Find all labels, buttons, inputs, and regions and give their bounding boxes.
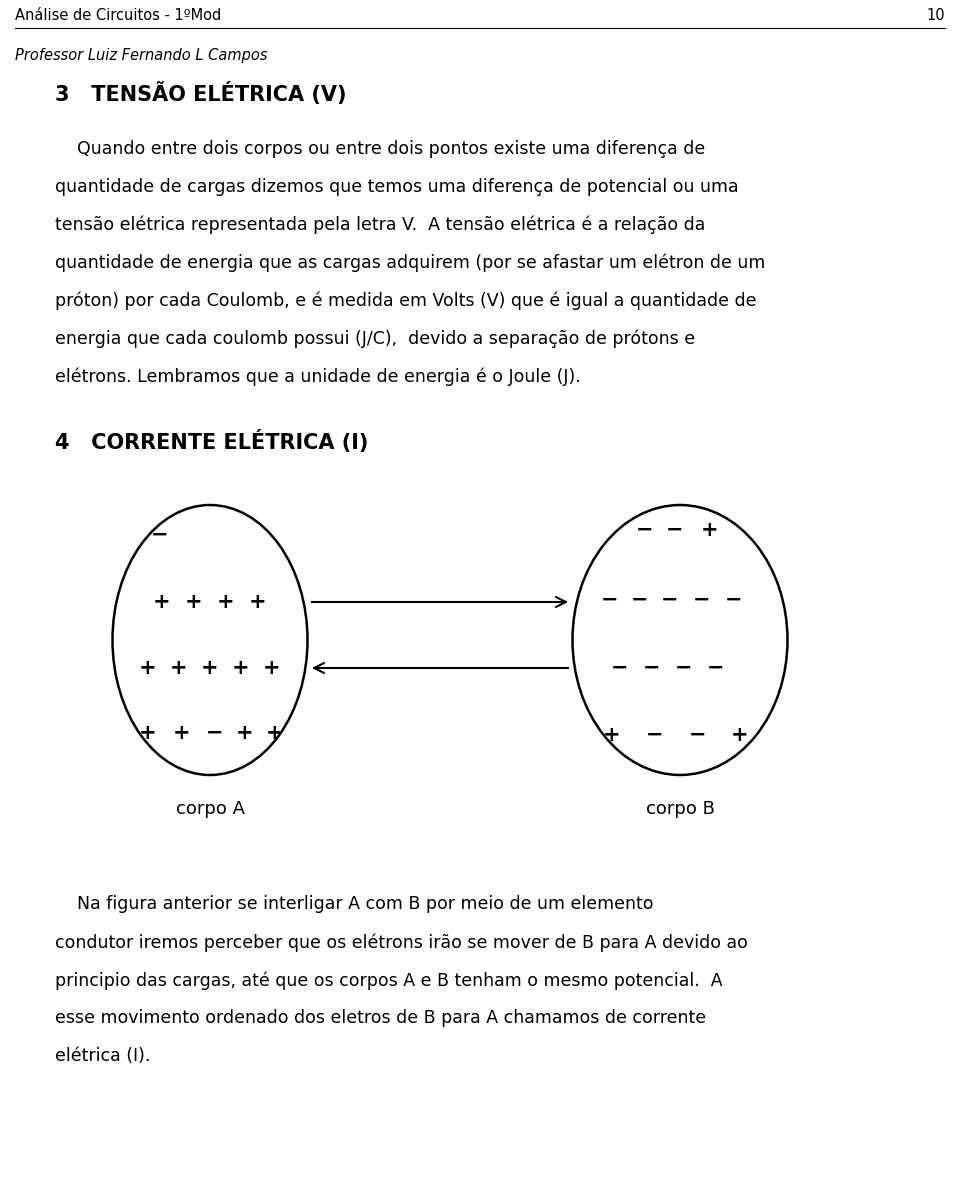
Text: +: + bbox=[139, 657, 156, 678]
Text: −: − bbox=[708, 657, 725, 678]
Text: principio das cargas, até que os corpos A e B tenham o mesmo potencial.  A: principio das cargas, até que os corpos … bbox=[55, 971, 723, 989]
Text: corpo B: corpo B bbox=[645, 801, 714, 819]
Text: +: + bbox=[732, 725, 749, 745]
Text: +: + bbox=[232, 657, 250, 678]
Text: −: − bbox=[725, 590, 743, 609]
Text: 3   TENSÃO ELÉTRICA (V): 3 TENSÃO ELÉTRICA (V) bbox=[55, 82, 347, 105]
Text: −: − bbox=[636, 520, 654, 540]
Text: +: + bbox=[202, 657, 219, 678]
Text: +: + bbox=[185, 593, 203, 612]
Text: +: + bbox=[154, 593, 171, 612]
Text: +: + bbox=[139, 722, 156, 743]
Text: +: + bbox=[263, 657, 281, 678]
Text: −: − bbox=[632, 590, 649, 609]
Text: +: + bbox=[173, 722, 191, 743]
Text: quantidade de cargas dizemos que temos uma diferença de potencial ou uma: quantidade de cargas dizemos que temos u… bbox=[55, 178, 738, 196]
Text: 4   CORRENTE ELÉTRICA (I): 4 CORRENTE ELÉTRICA (I) bbox=[55, 430, 369, 453]
Text: −: − bbox=[612, 657, 629, 678]
Text: quantidade de energia que as cargas adquirem (por se afastar um elétron de um: quantidade de energia que as cargas adqu… bbox=[55, 254, 765, 273]
Text: −: − bbox=[646, 725, 663, 745]
Text: esse movimento ordenado dos eletros de B para A chamamos de corrente: esse movimento ordenado dos eletros de B… bbox=[55, 1008, 707, 1027]
Text: −: − bbox=[689, 725, 707, 745]
Text: −: − bbox=[206, 722, 224, 743]
Text: +: + bbox=[701, 520, 719, 540]
Text: corpo A: corpo A bbox=[176, 801, 245, 819]
Text: +: + bbox=[170, 657, 188, 678]
Text: Quando entre dois corpos ou entre dois pontos existe uma diferença de: Quando entre dois corpos ou entre dois p… bbox=[55, 139, 706, 157]
Text: +: + bbox=[250, 593, 267, 612]
Text: −: − bbox=[693, 590, 710, 609]
Text: Análise de Circuitos - 1ºMod: Análise de Circuitos - 1ºMod bbox=[15, 7, 221, 23]
Text: próton) por cada Coulomb, e é medida em Volts (V) que é igual a quantidade de: próton) por cada Coulomb, e é medida em … bbox=[55, 292, 756, 310]
Text: −: − bbox=[643, 657, 660, 678]
Text: +: + bbox=[236, 722, 253, 743]
Text: −: − bbox=[601, 590, 619, 609]
Text: elétrica (I).: elétrica (I). bbox=[55, 1047, 151, 1065]
Text: 10: 10 bbox=[926, 7, 945, 23]
Text: −: − bbox=[661, 590, 679, 609]
Text: energia que cada coulomb possui (J/C),  devido a separação de prótons e: energia que cada coulomb possui (J/C), d… bbox=[55, 331, 695, 349]
Text: −: − bbox=[152, 525, 169, 545]
Text: +: + bbox=[603, 725, 621, 745]
Text: +: + bbox=[266, 722, 284, 743]
Text: −: − bbox=[666, 520, 684, 540]
Text: condutor iremos perceber que os elétrons irão se mover de B para A devido ao: condutor iremos perceber que os elétrons… bbox=[55, 933, 748, 952]
Text: Na figura anterior se interligar A com B por meio de um elemento: Na figura anterior se interligar A com B… bbox=[55, 895, 654, 914]
Text: −: − bbox=[675, 657, 693, 678]
Text: +: + bbox=[217, 593, 235, 612]
Text: Professor Luiz Fernando L Campos: Professor Luiz Fernando L Campos bbox=[15, 48, 268, 63]
Text: elétrons. Lembramos que a unidade de energia é o Joule (J).: elétrons. Lembramos que a unidade de ene… bbox=[55, 368, 581, 387]
Text: tensão elétrica representada pela letra V.  A tensão elétrica é a relação da: tensão elétrica representada pela letra … bbox=[55, 216, 706, 234]
